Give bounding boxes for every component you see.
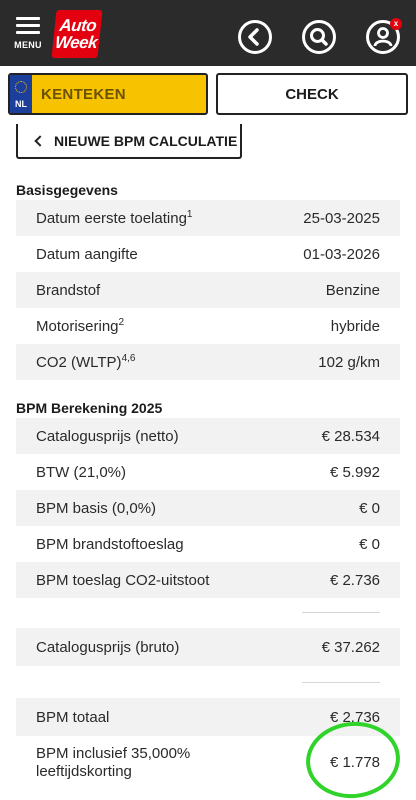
- row-value: € 0: [359, 499, 380, 517]
- user-icon[interactable]: [366, 20, 400, 54]
- row-label: BPM totaal: [36, 708, 110, 726]
- row-label: Datum aangifte: [36, 245, 138, 263]
- row-value: € 37.262: [321, 638, 380, 656]
- row-value: € 5.992: [329, 463, 380, 481]
- row-value: Benzine: [325, 281, 380, 299]
- table-row: CO2 (WLTP)4,6 102 g/km: [16, 344, 400, 380]
- search-icon[interactable]: [302, 20, 336, 54]
- row-value: € 0: [359, 535, 380, 553]
- table-row: Catalogusprijs (netto) € 28.534: [16, 418, 400, 454]
- table-row: BPM basis (0,0%) € 0: [16, 490, 400, 526]
- table-row: BPM toeslag CO2-uitstoot € 2.736: [16, 562, 400, 598]
- check-button[interactable]: CHECK: [216, 73, 408, 115]
- row-label: Brandstof: [36, 281, 101, 299]
- new-calc-label: NIEUWE BPM CALCULATIE: [54, 132, 238, 149]
- country-code: NL: [15, 99, 27, 109]
- table-row: BPM inclusief 35,000% leeftijdskorting €…: [16, 736, 400, 790]
- eu-flag-icon: NL: [10, 75, 32, 113]
- table-row: BPM brandstoftoeslag € 0: [16, 526, 400, 562]
- row-label: CO2 (WLTP)4,6: [36, 353, 136, 371]
- row-value: 01-03-2026: [303, 245, 380, 263]
- menu-button[interactable]: MENU: [8, 8, 48, 58]
- notification-badge: x: [390, 18, 402, 30]
- table-row: Motorisering2 hybride: [16, 308, 400, 344]
- table-row: Catalogusprijs (bruto) € 37.262: [16, 628, 400, 666]
- row-value-total-incl: € 1.778: [329, 754, 380, 771]
- menu-label: MENU: [14, 39, 42, 50]
- row-value: € 2.736: [329, 708, 380, 726]
- row-label: BPM inclusief 35,000% leeftijdskorting: [36, 745, 190, 781]
- table-row: Datum aangifte 01-03-2026: [16, 236, 400, 272]
- logo-text-top: Auto: [58, 16, 98, 35]
- divider: [302, 612, 380, 613]
- logo-text-bottom: Week: [54, 33, 99, 52]
- hamburger-icon: [16, 16, 40, 35]
- bpm-section-title: BPM Berekening 2025: [16, 400, 163, 416]
- row-label: Motorisering2: [36, 317, 125, 335]
- back-icon[interactable]: [238, 20, 272, 54]
- row-label-line1: BPM inclusief 35,000%: [36, 745, 191, 762]
- row-value: hybride: [330, 317, 380, 335]
- autoweek-logo[interactable]: Auto Week: [51, 10, 103, 58]
- basis-section-title: Basisgegevens: [16, 182, 118, 198]
- row-label: Datum eerste toelating1: [36, 209, 193, 227]
- row-value: 25-03-2025: [303, 209, 380, 227]
- plate-placeholder[interactable]: KENTEKEN: [41, 85, 126, 103]
- new-bpm-calculation-button[interactable]: NIEUWE BPM CALCULATIE: [16, 124, 242, 159]
- row-label: BPM toeslag CO2-uitstoot: [36, 571, 210, 589]
- table-row: BTW (21,0%) € 5.992: [16, 454, 400, 490]
- row-value: € 28.534: [321, 427, 380, 445]
- table-row: BPM totaal € 2.736: [16, 698, 400, 736]
- row-value: € 2.736: [329, 571, 380, 589]
- row-label-line2: leeftijdskorting: [36, 763, 132, 780]
- license-plate-input[interactable]: NL KENTEKEN: [8, 73, 208, 115]
- row-label: Catalogusprijs (netto): [36, 427, 179, 445]
- eu-stars-icon: [15, 81, 27, 93]
- row-label: Catalogusprijs (bruto): [36, 638, 180, 656]
- table-row: Datum eerste toelating1 25-03-2025: [16, 200, 400, 236]
- row-label: BTW (21,0%): [36, 463, 127, 481]
- row-label: BPM basis (0,0%): [36, 499, 157, 517]
- table-row: Brandstof Benzine: [16, 272, 400, 308]
- row-value: 102 g/km: [318, 353, 380, 371]
- top-bar: MENU Auto Week x: [0, 0, 416, 66]
- row-label: BPM brandstoftoeslag: [36, 535, 184, 553]
- chevron-left-icon: [34, 134, 46, 147]
- divider: [302, 682, 380, 683]
